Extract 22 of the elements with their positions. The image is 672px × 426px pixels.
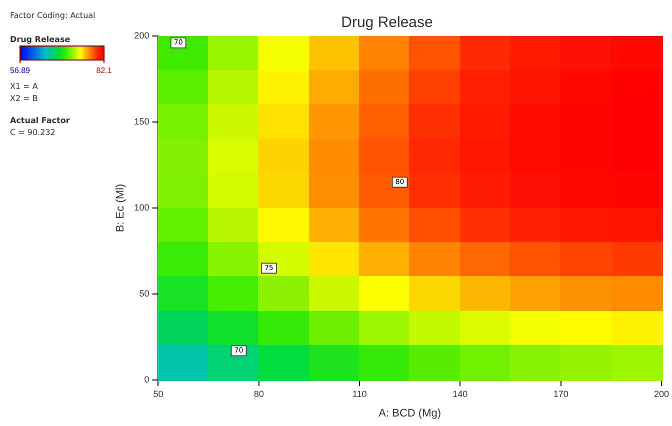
x-tick-label: 140 <box>452 388 468 399</box>
text: X1 = A <box>10 82 38 92</box>
color-bar-title: Drug Release <box>10 35 71 44</box>
text: C = 90.232 <box>10 128 56 138</box>
y-tick-label: 50 <box>139 288 150 298</box>
x-tick-label: 110 <box>352 388 367 399</box>
y-tick-label: 150 <box>134 116 150 126</box>
x-tick-label: 170 <box>553 388 568 399</box>
x-tick-label: 50 <box>153 388 164 399</box>
y-tick-label: 200 <box>134 30 150 40</box>
chart-title: Drug Release <box>341 14 433 32</box>
color-bar-label: 82.1 <box>96 66 112 76</box>
y-axis-title: B: Ec (Ml) <box>114 184 127 232</box>
y-tick-label: 0 <box>144 374 150 384</box>
color-bar-label: 56.89 <box>10 66 31 76</box>
y-tick-label: 100 <box>134 202 150 212</box>
x-tick-label: 200 <box>654 388 670 399</box>
text: Actual Factor <box>10 116 70 126</box>
text: X2 = B <box>10 94 38 104</box>
text: Factor Coding: Actual <box>10 11 96 20</box>
x-tick-label: 80 <box>254 388 264 399</box>
x-axis-title: A: BCD (Mg) <box>378 407 442 420</box>
